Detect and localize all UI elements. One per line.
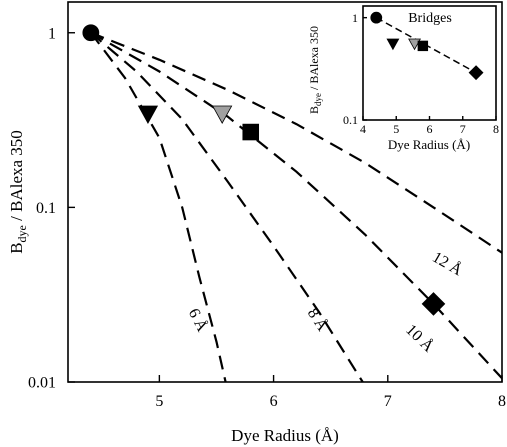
main-x-tick-label: 6 — [270, 393, 278, 410]
inset-data-point-diamond — [468, 65, 484, 81]
inset-background — [363, 6, 496, 120]
main-y-tick-label: 0.1 — [36, 200, 56, 217]
inset-y-axis-label-sub: dye — [313, 93, 323, 106]
y-axis-label: Bdye / BAlexa 350 — [7, 130, 29, 254]
inset-data-point-square — [417, 40, 429, 52]
inset-x-tick-label: 6 — [427, 122, 433, 136]
inset-x-tick-label: 5 — [393, 122, 399, 136]
inset-axis-ticks: 4 5 6 7 8 1 0.1 — [343, 11, 499, 136]
curve-label: 12 Å — [429, 248, 466, 280]
main-x-tick-label: 7 — [384, 393, 392, 410]
main-plot-frame — [67, 1, 503, 383]
inset-y-axis-label-rest: / BAlexa 350 — [307, 26, 321, 93]
y-axis-label-main: B — [7, 242, 26, 253]
data-point-square — [242, 123, 260, 141]
data-point-circle — [82, 24, 100, 42]
inset-data-point-circle — [370, 11, 383, 24]
inset-plot: 4 5 6 7 8 1 0.1 Bridges Dye Radius (Å) Bdye / … — [307, 5, 499, 152]
data-point-triangle-down — [137, 105, 159, 124]
curve-label: 8 Å — [304, 305, 332, 335]
inset-data-point-triangle-down — [386, 38, 400, 51]
data-point-triangle-down — [212, 105, 233, 124]
y-axis-label-rest: / BAlexa 350 — [7, 130, 26, 225]
inset-markers — [370, 11, 484, 81]
main-markers — [82, 24, 446, 316]
main-x-tick-label: 5 — [155, 393, 163, 410]
data-point-diamond — [421, 292, 446, 316]
curve-10a — [90, 31, 503, 380]
inset-y-axis-label-main: B — [307, 106, 321, 114]
curve-label: 10 Å — [402, 321, 438, 356]
inset-y-tick-label: 0.1 — [343, 113, 358, 127]
main-x-tick-label: 8 — [498, 393, 506, 410]
inset-y-axis-label: Bdye / BAlexa 350 — [307, 26, 323, 114]
curve-8a — [90, 31, 364, 383]
main-y-tick-label: 0.01 — [28, 375, 56, 392]
y-axis-label-sub: dye — [15, 225, 29, 242]
inset-x-axis-label: Dye Radius (Å) — [388, 137, 470, 152]
x-axis-label: Dye Radius (Å) — [231, 426, 339, 445]
main-curves — [89, 31, 503, 383]
main-plot: 5 6 7 8 1 0.1 0.01 6 Å 8 Å 10 Å 12 Å Dye Radius (… — [7, 1, 506, 445]
inset-data-point-triangle-down — [408, 38, 421, 51]
curve-label: 6 Å — [185, 305, 212, 335]
main-axis-ticks: 5 6 7 8 1 0.1 0.01 — [28, 25, 506, 410]
main-y-tick-label: 1 — [48, 25, 56, 42]
inset-y-tick-label: 1 — [352, 11, 358, 25]
curve-12a — [90, 31, 503, 254]
curve-6a — [89, 32, 227, 383]
inset-x-tick-label: 4 — [360, 122, 366, 136]
inset-x-tick-label: 8 — [493, 122, 499, 136]
inset-x-tick-label: 7 — [460, 122, 466, 136]
inset-title: Bridges — [408, 11, 452, 26]
